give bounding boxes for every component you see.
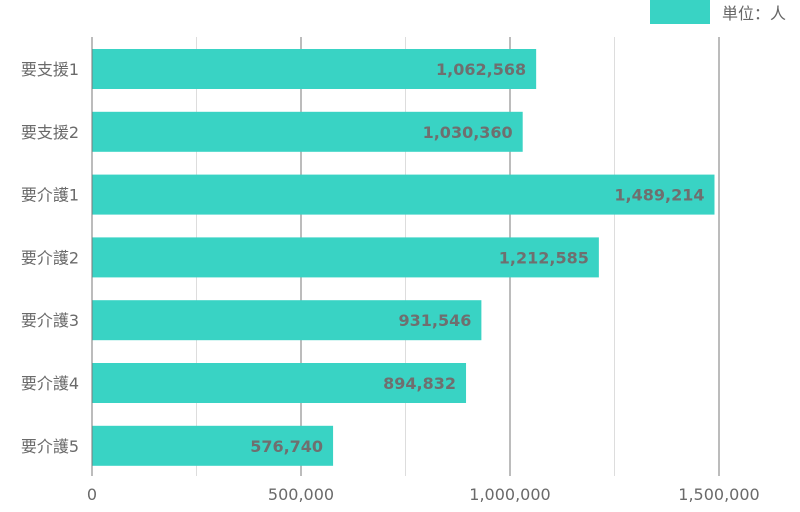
- bar: [92, 49, 537, 89]
- legend-label: 単位：人: [721, 4, 786, 23]
- value-label: 1,062,568: [436, 60, 526, 79]
- category-label: 要介護2: [21, 248, 79, 267]
- bar: [92, 111, 523, 152]
- value-label: 1,489,214: [614, 186, 704, 205]
- x-tick-label: 1,500,000: [678, 485, 759, 504]
- legend-swatch: [649, 0, 710, 24]
- bar: [92, 425, 334, 466]
- x-tick-label: 1,000,000: [469, 485, 550, 504]
- x-tick-label: 0: [87, 485, 97, 504]
- category-label: 要介護4: [21, 374, 79, 393]
- legend: 単位：人: [649, 0, 786, 24]
- value-label: 894,832: [383, 374, 456, 393]
- bar: [92, 300, 482, 341]
- value-label: 931,546: [399, 311, 472, 330]
- value-label: 1,030,360: [423, 123, 513, 142]
- bar: [92, 174, 715, 215]
- bar: [92, 237, 599, 278]
- value-label: 576,740: [250, 437, 323, 456]
- bar: [92, 363, 467, 403]
- category-label: 要支援2: [21, 123, 79, 142]
- value-label: 1,212,585: [499, 248, 589, 267]
- category-label: 要支援1: [21, 60, 79, 79]
- category-label: 要介護1: [21, 186, 79, 205]
- x-tick-label: 500,000: [268, 485, 334, 504]
- category-label: 要介護3: [21, 311, 79, 330]
- category-label: 要介護5: [21, 437, 79, 456]
